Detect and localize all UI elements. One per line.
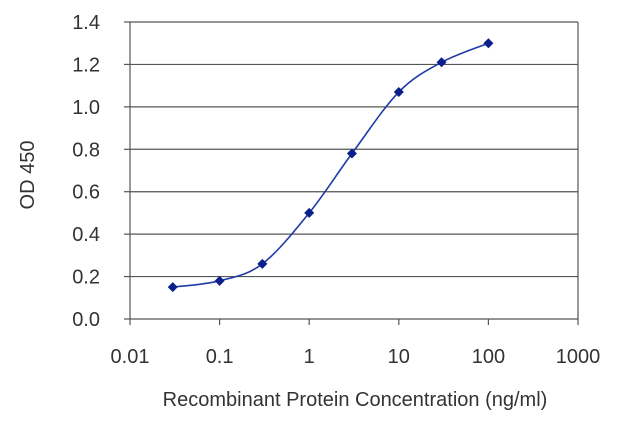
- data-point-2: [257, 258, 268, 269]
- plot-frame: [129, 22, 579, 320]
- x-tick-label-3: 10: [388, 346, 410, 368]
- x-tick-label-5: 1000: [556, 346, 601, 368]
- x-axis-ticks: 0.01 0.1 1 10 100 1000: [111, 319, 601, 368]
- x-axis-title: Recombinant Protein Concentration (ng/ml…: [163, 389, 548, 411]
- y-tick-label-2: 0.4: [72, 224, 100, 246]
- y-tick-label-0: 0.0: [72, 309, 100, 331]
- y-tick-label-7: 1.4: [72, 12, 100, 34]
- grid-lines: [130, 21, 578, 278]
- x-tick-label-0: 0.01: [111, 346, 150, 368]
- data-point-1: [214, 275, 225, 286]
- data-markers: [167, 38, 494, 293]
- data-point-5: [393, 87, 404, 98]
- data-point-7: [483, 38, 494, 49]
- y-tick-label-6: 1.2: [72, 54, 100, 76]
- data-point-3: [304, 207, 315, 218]
- y-tick-label-4: 0.8: [72, 139, 100, 161]
- series-curve: [172, 42, 489, 288]
- y-tick-label-1: 0.2: [72, 267, 100, 289]
- x-tick-label-2: 1: [304, 346, 315, 368]
- y-axis-ticks: 0.0 0.2 0.4 0.6 0.8 1.0 1.2 1.4: [72, 12, 130, 331]
- data-point-4: [346, 148, 357, 159]
- y-tick-label-5: 1.0: [72, 97, 100, 119]
- data-point-6: [436, 57, 447, 68]
- x-tick-label-4: 100: [472, 346, 505, 368]
- data-point-0: [167, 282, 178, 293]
- x-tick-label-1: 0.1: [206, 346, 234, 368]
- y-axis-title: OD 450: [17, 141, 39, 210]
- y-tick-label-3: 0.6: [72, 182, 100, 204]
